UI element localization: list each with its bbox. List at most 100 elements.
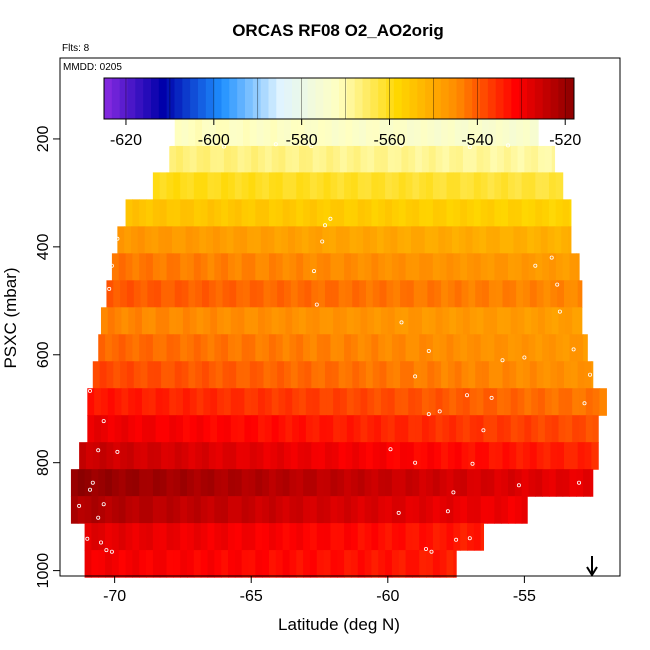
heatmap-cell: [255, 550, 263, 578]
heatmap-cell: [562, 199, 571, 227]
heatmap-cell: [398, 496, 407, 524]
heatmap-cell: [275, 199, 284, 227]
heatmap-cell: [125, 469, 133, 497]
y-tick-label: 400: [35, 233, 52, 260]
heatmap-cell: [453, 199, 461, 227]
heatmap-cell: [262, 199, 270, 227]
heatmap-band: [106, 280, 583, 308]
heatmap-cell: [244, 145, 252, 174]
heatmap-cell: [547, 226, 556, 254]
flight-point: [467, 536, 472, 541]
heatmap-cell: [167, 280, 176, 308]
heatmap-cell: [516, 361, 524, 389]
heatmap-cell: [352, 118, 360, 147]
heatmap-cell: [126, 280, 135, 308]
heatmap-cell: [456, 145, 464, 174]
heatmap-cell: [312, 145, 321, 174]
heatmap-cell: [535, 469, 543, 497]
heatmap-cell: [111, 523, 120, 551]
heatmap-cell: [111, 496, 120, 524]
heatmap-cell: [340, 388, 348, 416]
heatmap-cell: [230, 145, 239, 174]
heatmap-cell: [514, 334, 523, 362]
heatmap-cell: [360, 145, 368, 174]
heatmap-cell: [303, 496, 311, 524]
heatmap-cell: [222, 118, 230, 147]
heatmap-cell: [391, 253, 400, 281]
colorbar-cell: [323, 78, 332, 119]
heatmap-cell: [371, 334, 379, 362]
heatmap-cell: [404, 226, 412, 254]
heatmap-cell: [278, 307, 286, 335]
heatmap-cell: [202, 361, 210, 389]
heatmap-cell: [180, 550, 188, 578]
heatmap-cell: [510, 415, 519, 443]
heatmap-cell: [528, 334, 536, 362]
heatmap-cell: [527, 226, 535, 254]
heatmap-cell: [234, 172, 243, 200]
heatmap-cell: [412, 496, 420, 524]
heatmap-cell: [502, 361, 510, 389]
heatmap-cell: [236, 118, 244, 147]
heatmap-cell: [228, 550, 236, 578]
colorbar-cell: [299, 78, 309, 119]
heatmap-cell: [419, 172, 427, 200]
heatmap-cell: [426, 199, 434, 227]
flight-point: [451, 490, 456, 495]
heatmap-cell: [568, 226, 572, 254]
colorbar-cell: [542, 78, 551, 119]
colorbar-cell: [503, 78, 512, 119]
heatmap-cell: [442, 388, 450, 416]
heatmap-cell: [405, 550, 413, 578]
heatmap-cell: [264, 388, 273, 416]
heatmap-cell: [445, 226, 453, 254]
heatmap-cell: [106, 361, 114, 389]
heatmap-cell: [517, 307, 525, 335]
heatmap-cell: [480, 496, 489, 524]
heatmap-cell: [309, 469, 318, 497]
heatmap-cell: [345, 118, 353, 147]
heatmap-cell: [331, 118, 340, 147]
heatmap-cell: [364, 199, 373, 227]
heatmap-cell: [528, 199, 536, 227]
heatmap-cell: [572, 307, 580, 335]
heatmap-cell: [385, 496, 393, 524]
heatmap-cell: [91, 469, 99, 497]
heatmap-cell: [315, 226, 323, 254]
heatmap-cell: [192, 226, 200, 254]
heatmap-cell: [106, 280, 114, 308]
heatmap-cell: [482, 118, 490, 147]
heatmap-cell: [367, 145, 375, 174]
heatmap-cell: [360, 415, 368, 443]
heatmap-cell: [558, 388, 566, 416]
heatmap-cell: [256, 118, 265, 147]
heatmap-cell: [394, 415, 403, 443]
heatmap-cell: [133, 361, 142, 389]
heatmap-cell: [98, 496, 106, 524]
heatmap-cell: [159, 523, 168, 551]
colorbar-cell: [433, 78, 442, 119]
heatmap-cell: [487, 172, 495, 200]
heatmap-cell: [233, 226, 241, 254]
heatmap-cell: [434, 280, 442, 308]
heatmap-cell: [132, 523, 140, 551]
heatmap-cell: [121, 307, 129, 335]
heatmap-cell: [256, 442, 265, 470]
heatmap-cell: [514, 469, 523, 497]
heatmap-cell: [255, 253, 263, 281]
heatmap-cell: [583, 334, 588, 362]
heatmap-cell: [139, 523, 147, 551]
heatmap-cell: [338, 118, 347, 147]
heatmap-cell: [275, 172, 284, 200]
heatmap-cell: [435, 145, 444, 174]
heatmap-cell: [241, 496, 250, 524]
heatmap-cell: [237, 145, 245, 174]
colorbar-cell: [237, 78, 246, 119]
heatmap-cell: [482, 442, 490, 470]
colorbar-cell: [409, 78, 418, 119]
heatmap-cell: [262, 496, 270, 524]
heatmap-cell: [535, 172, 543, 200]
heatmap-cell: [494, 469, 502, 497]
heatmap-cell: [364, 496, 373, 524]
heatmap-cell: [378, 523, 386, 551]
